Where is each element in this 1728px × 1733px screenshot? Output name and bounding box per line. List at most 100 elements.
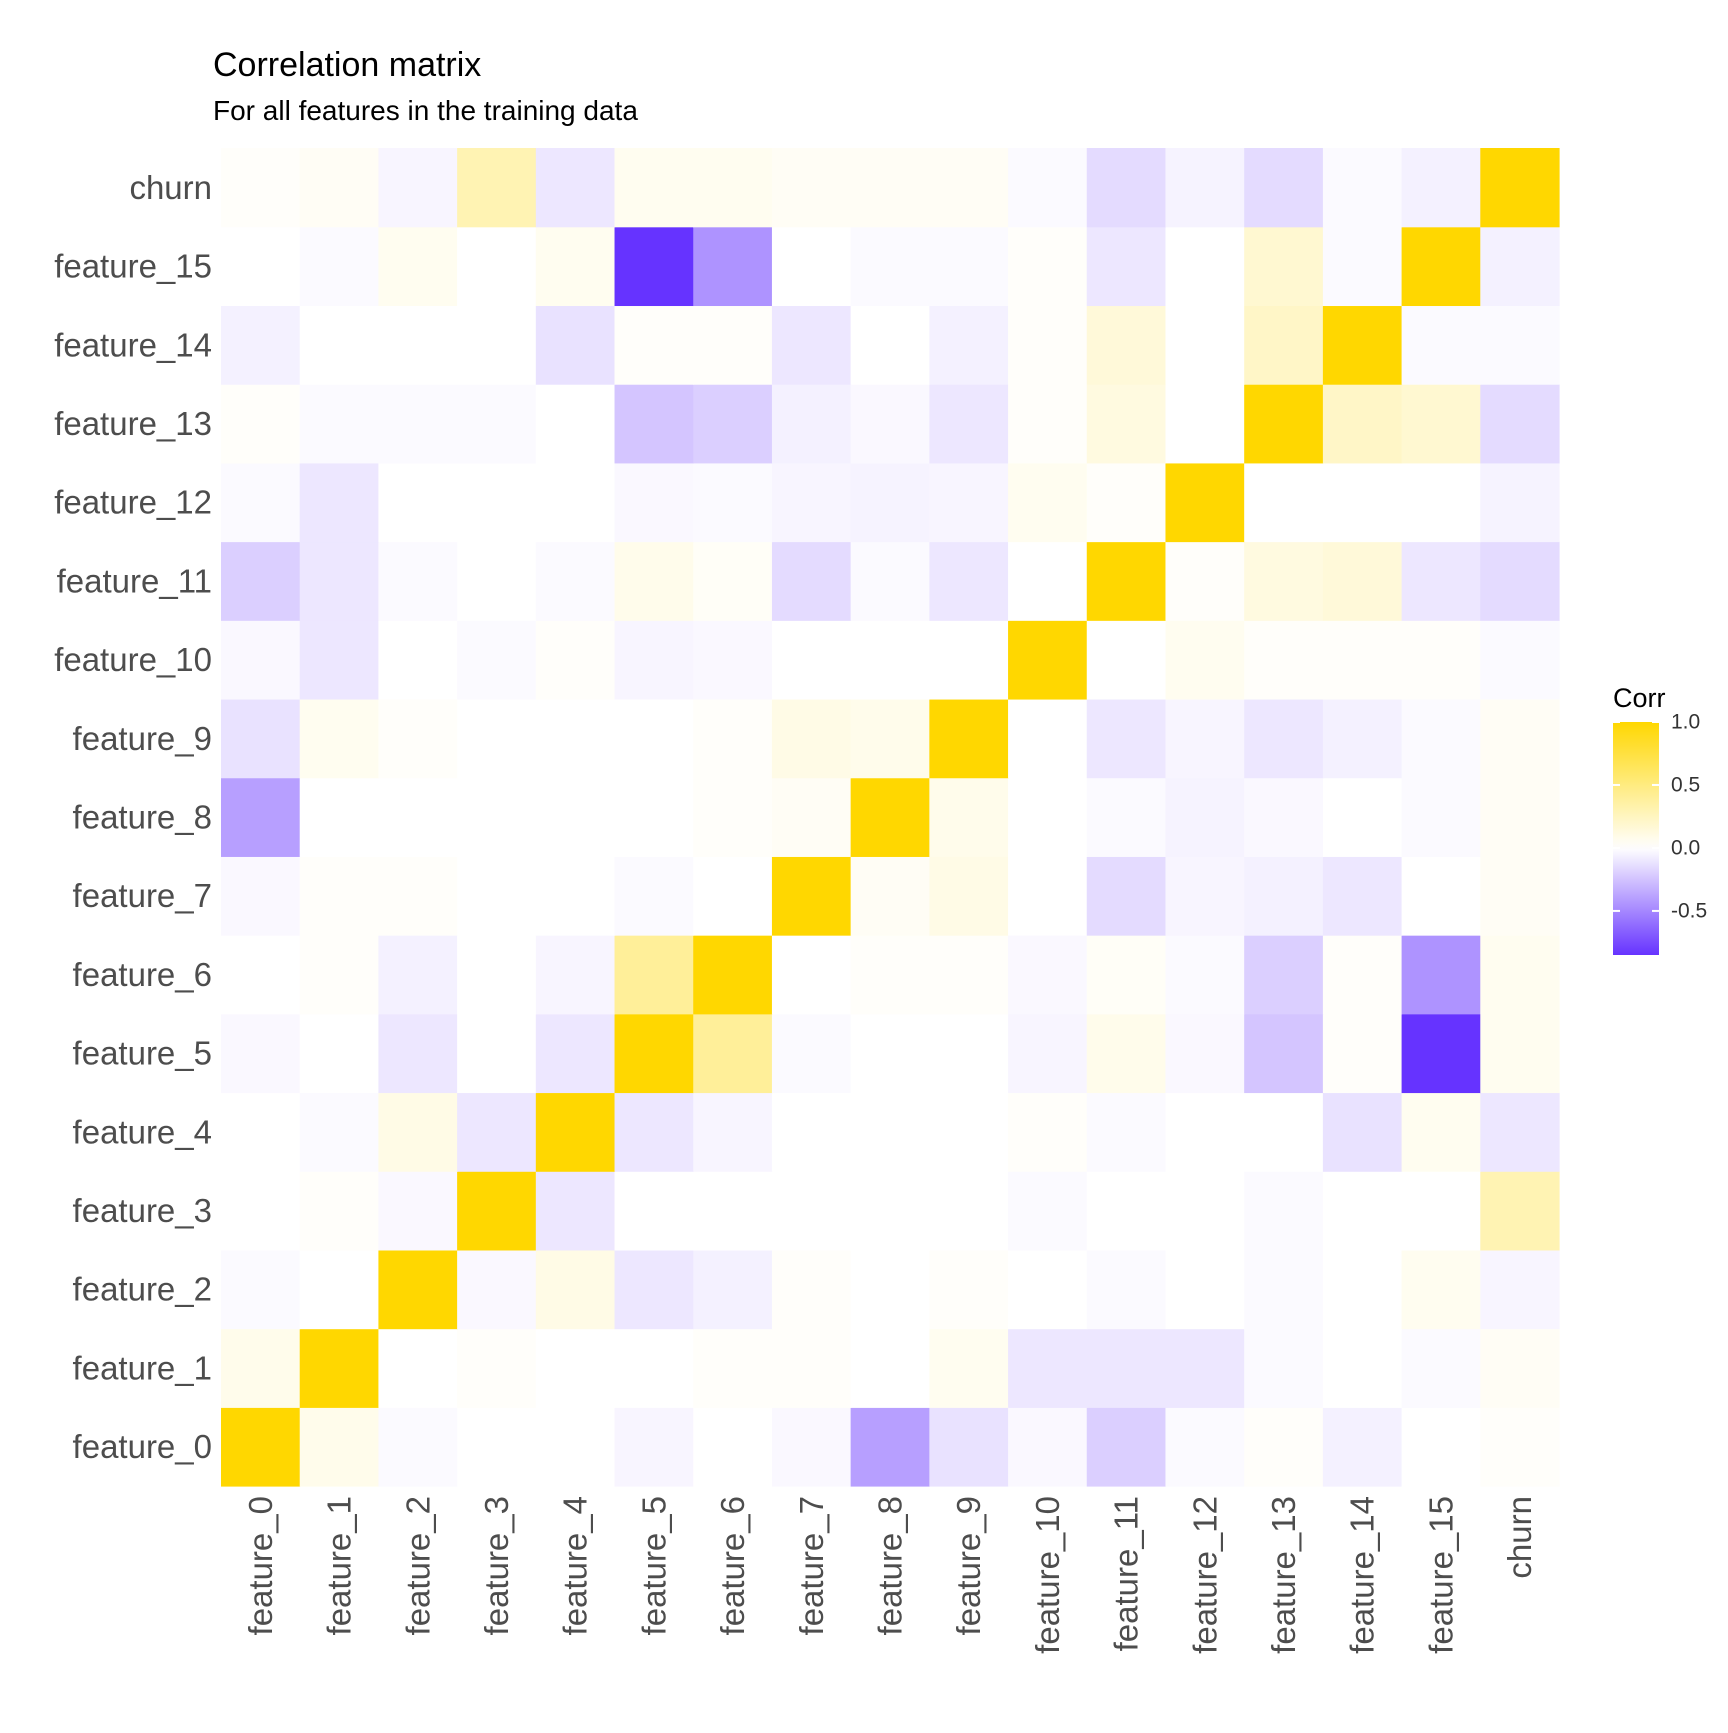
heatmap-cell-feature_2-feature_7 <box>771 1249 852 1330</box>
heatmap-cell-feature_5-churn <box>1480 1013 1560 1094</box>
y-tick-label-feature_12: feature_12 <box>54 484 212 521</box>
heatmap-cell-feature_13-feature_10 <box>1008 384 1088 464</box>
heatmap-cell-feature_2-feature_15 <box>1401 1249 1481 1330</box>
heatmap-cell-feature_6-feature_14 <box>1322 935 1403 1015</box>
heatmap-cell-feature_1-feature_11 <box>1086 1328 1167 1408</box>
heatmap-cells <box>221 148 1560 1487</box>
heatmap-cell-feature_12-feature_2 <box>378 462 458 543</box>
heatmap-cell-feature_5-feature_15 <box>1401 1013 1481 1094</box>
heatmap-cell-feature_6-feature_9 <box>929 935 1009 1015</box>
legend-tick-label: 0.5 <box>1671 773 1700 796</box>
heatmap-cell-feature_13-feature_8 <box>850 384 930 464</box>
heatmap-cell-churn-feature_5 <box>614 148 694 228</box>
heatmap-cell-feature_6-feature_1 <box>299 935 380 1015</box>
heatmap-cell-feature_5-feature_13 <box>1244 1013 1324 1094</box>
heatmap-cell-feature_0-feature_6 <box>693 1407 773 1487</box>
heatmap-cell-feature_6-feature_10 <box>1008 935 1088 1015</box>
heatmap-cell-feature_2-feature_9 <box>929 1249 1009 1330</box>
heatmap-cell-feature_5-feature_3 <box>457 1013 537 1094</box>
heatmap-cell-feature_6-feature_2 <box>378 935 458 1015</box>
heatmap-cell-feature_2-feature_3 <box>457 1249 537 1330</box>
heatmap-cell-feature_8-feature_4 <box>535 777 616 857</box>
x-tick-label-feature_5: feature_5 <box>635 1496 672 1635</box>
heatmap-cell-feature_12-feature_15 <box>1401 462 1481 543</box>
heatmap-cell-feature_9-feature_2 <box>378 698 458 779</box>
heatmap-cell-feature_12-churn <box>1480 462 1560 543</box>
heatmap-cell-feature_4-feature_8 <box>850 1092 930 1172</box>
heatmap-cell-feature_2-feature_10 <box>1008 1249 1088 1330</box>
heatmap-cell-feature_9-feature_7 <box>771 698 852 779</box>
heatmap-cell-feature_11-feature_4 <box>535 541 616 621</box>
heatmap-cell-feature_5-feature_8 <box>850 1013 930 1094</box>
heatmap-cell-feature_13-feature_5 <box>614 384 694 464</box>
y-tick-label-feature_9: feature_9 <box>73 720 212 757</box>
heatmap-cell-feature_4-feature_13 <box>1244 1092 1324 1172</box>
x-tick-label-feature_15: feature_15 <box>1422 1496 1459 1654</box>
heatmap-cell-feature_14-feature_1 <box>299 305 380 385</box>
heatmap-cell-feature_13-churn <box>1480 384 1560 464</box>
x-tick-label-feature_6: feature_6 <box>714 1496 751 1635</box>
heatmap-cell-feature_7-feature_7 <box>771 856 852 936</box>
y-axis-tick-labels: feature_0 feature_1 feature_2 feature_3 feat… <box>54 169 212 1465</box>
heatmap-cell-feature_2-feature_0 <box>221 1249 301 1330</box>
heatmap-cell-feature_7-feature_8 <box>850 856 930 936</box>
heatmap-cell-feature_9-feature_15 <box>1401 698 1481 779</box>
heatmap-cell-feature_15-feature_7 <box>771 226 852 307</box>
heatmap-cell-feature_15-feature_3 <box>457 226 537 307</box>
heatmap-cell-feature_3-feature_6 <box>693 1171 773 1251</box>
heatmap-cell-feature_14-feature_8 <box>850 305 930 385</box>
heatmap-cell-feature_15-feature_6 <box>693 226 773 307</box>
heatmap-cell-feature_9-feature_11 <box>1086 698 1167 779</box>
heatmap-cell-feature_13-feature_12 <box>1165 384 1245 464</box>
y-tick-label-feature_8: feature_8 <box>73 799 212 836</box>
x-tick-label-feature_8: feature_8 <box>872 1496 909 1635</box>
heatmap-cell-feature_13-feature_2 <box>378 384 458 464</box>
x-tick-label-churn: churn <box>1501 1496 1538 1579</box>
heatmap-cell-feature_5-feature_1 <box>299 1013 380 1094</box>
y-tick-label-churn: churn <box>129 169 212 206</box>
heatmap-cell-feature_7-feature_2 <box>378 856 458 936</box>
heatmap-cell-feature_15-feature_11 <box>1086 226 1167 307</box>
heatmap-cell-feature_7-churn <box>1480 856 1560 936</box>
heatmap-cell-feature_1-feature_9 <box>929 1328 1009 1408</box>
heatmap-cell-feature_4-feature_12 <box>1165 1092 1245 1172</box>
heatmap-cell-feature_1-churn <box>1480 1328 1560 1408</box>
heatmap-cell-feature_5-feature_7 <box>771 1013 852 1094</box>
heatmap-cell-feature_15-feature_8 <box>850 226 930 307</box>
heatmap-cell-feature_11-feature_6 <box>693 541 773 621</box>
heatmap-cell-feature_10-feature_1 <box>299 620 380 700</box>
heatmap-cell-feature_4-feature_15 <box>1401 1092 1481 1172</box>
heatmap-cell-feature_5-feature_2 <box>378 1013 458 1094</box>
heatmap-cell-feature_0-feature_8 <box>850 1407 930 1487</box>
heatmap-cell-feature_12-feature_7 <box>771 462 852 543</box>
heatmap-cell-feature_4-feature_5 <box>614 1092 694 1172</box>
heatmap-cell-feature_11-feature_15 <box>1401 541 1481 621</box>
heatmap-cell-feature_14-feature_12 <box>1165 305 1245 385</box>
heatmap-cell-feature_9-feature_5 <box>614 698 694 779</box>
heatmap-cell-feature_0-feature_2 <box>378 1407 458 1487</box>
heatmap-cell-feature_12-feature_1 <box>299 462 380 543</box>
heatmap-cell-feature_15-feature_9 <box>929 226 1009 307</box>
heatmap-cell-feature_4-feature_7 <box>771 1092 852 1172</box>
heatmap-cell-feature_3-churn <box>1480 1171 1560 1251</box>
heatmap-cell-churn-feature_10 <box>1008 148 1088 228</box>
heatmap-cell-feature_11-feature_8 <box>850 541 930 621</box>
heatmap-cell-feature_12-feature_8 <box>850 462 930 543</box>
heatmap-cell-feature_13-feature_9 <box>929 384 1009 464</box>
heatmap-cell-feature_1-feature_13 <box>1244 1328 1324 1408</box>
heatmap-cell-feature_12-feature_0 <box>221 462 301 543</box>
heatmap-cell-feature_3-feature_13 <box>1244 1171 1324 1251</box>
heatmap-cell-feature_2-feature_5 <box>614 1249 694 1330</box>
heatmap-cell-feature_14-feature_5 <box>614 305 694 385</box>
heatmap-cell-feature_8-feature_9 <box>929 777 1009 857</box>
legend-tick-label: 0.0 <box>1671 836 1700 859</box>
heatmap-cell-feature_3-feature_14 <box>1322 1171 1403 1251</box>
heatmap-cell-feature_14-feature_7 <box>771 305 852 385</box>
heatmap-cell-feature_11-feature_2 <box>378 541 458 621</box>
heatmap-cell-feature_1-feature_3 <box>457 1328 537 1408</box>
heatmap-cell-feature_3-feature_12 <box>1165 1171 1245 1251</box>
heatmap-cell-feature_12-feature_6 <box>693 462 773 543</box>
x-tick-label-feature_4: feature_4 <box>557 1496 594 1635</box>
heatmap-cell-feature_14-feature_4 <box>535 305 616 385</box>
x-tick-label-feature_14: feature_14 <box>1344 1496 1381 1654</box>
